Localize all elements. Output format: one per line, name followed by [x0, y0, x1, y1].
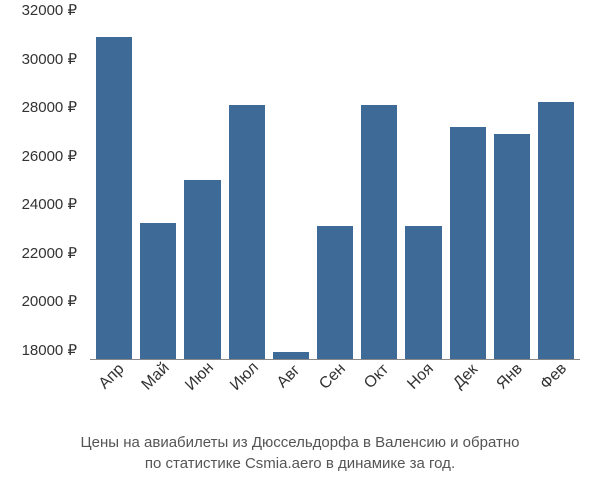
bar — [184, 180, 220, 359]
x-tick-label: Фев — [535, 358, 600, 426]
bar — [140, 223, 176, 359]
plot-area — [90, 20, 580, 360]
bar — [229, 105, 265, 359]
bar — [494, 134, 530, 359]
bar — [361, 105, 397, 359]
bar — [450, 127, 486, 359]
chart-area — [90, 20, 580, 360]
caption-line-2: по статистике Csmia.aero в динамике за г… — [0, 453, 600, 474]
bar — [405, 226, 441, 359]
y-tick-label: 24000 ₽ — [22, 195, 77, 213]
bar — [273, 352, 309, 359]
caption-line-1: Цены на авиабилеты из Дюссельдорфа в Вал… — [0, 432, 600, 453]
y-tick-label: 32000 ₽ — [22, 1, 77, 19]
bar — [538, 102, 574, 359]
y-tick-label: 22000 ₽ — [22, 244, 77, 262]
y-tick-label: 20000 ₽ — [22, 292, 77, 310]
bars-group — [90, 20, 580, 359]
y-tick-label: 18000 ₽ — [22, 341, 77, 359]
y-tick-label: 26000 ₽ — [22, 147, 77, 165]
y-axis: 18000 ₽ 20000 ₽ 22000 ₽ 24000 ₽ 26000 ₽ 28000… — [0, 20, 85, 360]
y-tick-label: 30000 ₽ — [22, 50, 77, 68]
x-axis: АпрМайИюнИюлАвгСенОктНояДекЯнвФев — [90, 362, 580, 422]
chart-caption: Цены на авиабилеты из Дюссельдорфа в Вал… — [0, 432, 600, 474]
y-tick-label: 28000 ₽ — [22, 98, 77, 116]
bar — [317, 226, 353, 359]
bar — [96, 37, 132, 359]
